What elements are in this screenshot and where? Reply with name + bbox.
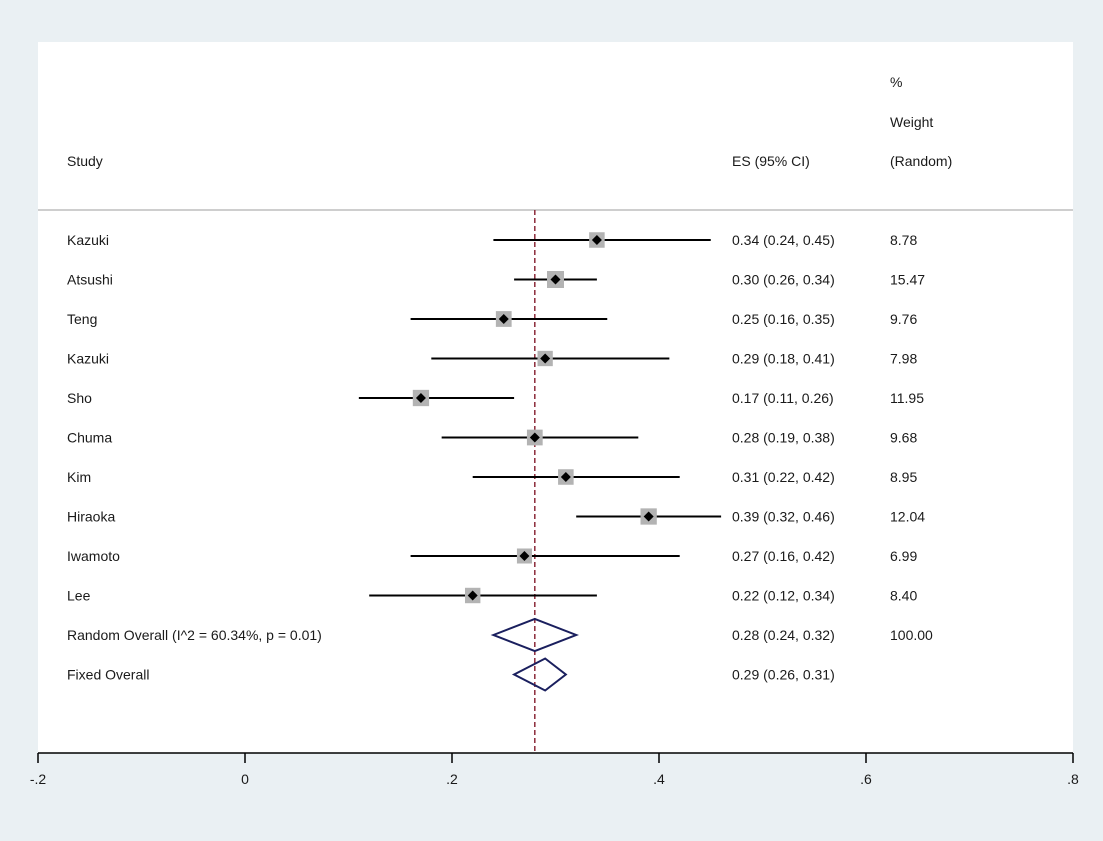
- study-label: Sho: [67, 390, 92, 406]
- point-estimate: [467, 590, 478, 601]
- study-label: Kazuki: [67, 351, 109, 367]
- header-es: ES (95% CI): [732, 153, 810, 169]
- es-ci-value: 0.28 (0.24, 0.32): [732, 627, 835, 643]
- study-row: Chuma 0.28 (0.19, 0.38) 9.68: [67, 430, 917, 446]
- weight-value: 8.40: [890, 588, 917, 604]
- overall-row: Fixed Overall 0.29 (0.26, 0.31): [67, 657, 835, 692]
- point-estimate: [415, 393, 426, 403]
- weight-value: 15.47: [890, 272, 925, 288]
- study-row: Hiraoka 0.39 (0.32, 0.46) 12.04: [67, 508, 925, 525]
- es-ci-value: 0.17 (0.11, 0.26): [732, 390, 834, 406]
- x-tick-label: .8: [1067, 771, 1079, 787]
- study-label: Atsushi: [67, 272, 113, 288]
- header-weight-percent: %: [890, 74, 902, 90]
- x-tick-label: .2: [446, 771, 458, 787]
- es-ci-value: 0.22 (0.12, 0.34): [732, 588, 835, 604]
- study-row: Kim 0.31 (0.22, 0.42) 8.95: [67, 469, 917, 485]
- study-row: Kazuki 0.34 (0.24, 0.45) 8.78: [67, 232, 917, 248]
- x-tick-label: -.2: [30, 771, 47, 787]
- x-tick-label: 0: [241, 771, 249, 787]
- overall-diamond: [511, 657, 568, 692]
- weight-value: 12.04: [890, 509, 925, 525]
- study-label: Kim: [67, 469, 91, 485]
- weight-value: 100.00: [890, 627, 933, 643]
- overall-label: Fixed Overall: [67, 667, 149, 683]
- study-label: Kazuki: [67, 232, 109, 248]
- point-estimate: [519, 551, 530, 561]
- weight-value: 11.95: [890, 390, 924, 406]
- x-tick-label: .4: [653, 771, 665, 787]
- weight-value: 6.99: [890, 548, 917, 564]
- overall-diamond: [490, 617, 579, 653]
- study-label: Hiraoka: [67, 509, 115, 525]
- point-estimate: [529, 432, 540, 443]
- study-row: Iwamoto 0.27 (0.16, 0.42) 6.99: [67, 548, 917, 564]
- es-ci-value: 0.39 (0.32, 0.46): [732, 509, 835, 525]
- point-estimate: [498, 314, 509, 324]
- es-ci-value: 0.31 (0.22, 0.42): [732, 469, 835, 485]
- point-estimate: [643, 511, 654, 522]
- es-ci-value: 0.30 (0.26, 0.34): [732, 272, 835, 288]
- overall-row: Random Overall (I^2 = 60.34%, p = 0.01) 0…: [67, 617, 933, 653]
- header-weight: Weight: [890, 114, 933, 130]
- weight-value: 9.68: [890, 430, 917, 446]
- study-row: Lee 0.22 (0.12, 0.34) 8.40: [67, 588, 917, 604]
- es-ci-value: 0.29 (0.26, 0.31): [732, 667, 835, 683]
- es-ci-value: 0.28 (0.19, 0.38): [732, 430, 835, 446]
- header-weight-random: (Random): [890, 153, 952, 169]
- point-estimate: [560, 472, 571, 482]
- overall-label: Random Overall (I^2 = 60.34%, p = 0.01): [67, 627, 322, 643]
- point-estimate: [540, 353, 551, 364]
- es-ci-value: 0.25 (0.16, 0.35): [732, 311, 835, 327]
- study-label: Teng: [67, 311, 97, 327]
- plot-panel: [38, 42, 1073, 753]
- weight-value: 9.76: [890, 311, 917, 327]
- x-axis: -.2 0 .2 .4 .6 .8: [30, 752, 1079, 787]
- x-tick-label: .6: [860, 771, 872, 787]
- es-ci-value: 0.27 (0.16, 0.42): [732, 548, 835, 564]
- study-row: Sho 0.17 (0.11, 0.26) 11.95: [67, 389, 924, 407]
- study-label: Chuma: [67, 430, 112, 446]
- weight-value: 8.78: [890, 232, 917, 248]
- point-estimate: [550, 274, 561, 285]
- study-row: Kazuki 0.29 (0.18, 0.41) 7.98: [67, 351, 917, 367]
- weight-value: 8.95: [890, 469, 917, 485]
- study-label: Lee: [67, 588, 91, 604]
- study-row: Teng 0.25 (0.16, 0.35) 9.76: [67, 311, 917, 327]
- study-label: Iwamoto: [67, 548, 120, 564]
- weight-value: 7.98: [890, 351, 917, 367]
- study-rows: Kazuki 0.34 (0.24, 0.45) 8.78 Atsushi 0.30 (…: [67, 210, 933, 753]
- es-ci-value: 0.34 (0.24, 0.45): [732, 232, 835, 248]
- header-study: Study: [67, 153, 103, 169]
- point-estimate: [591, 235, 602, 245]
- study-row: Atsushi 0.30 (0.26, 0.34) 15.47: [67, 271, 925, 288]
- es-ci-value: 0.29 (0.18, 0.41): [732, 351, 835, 367]
